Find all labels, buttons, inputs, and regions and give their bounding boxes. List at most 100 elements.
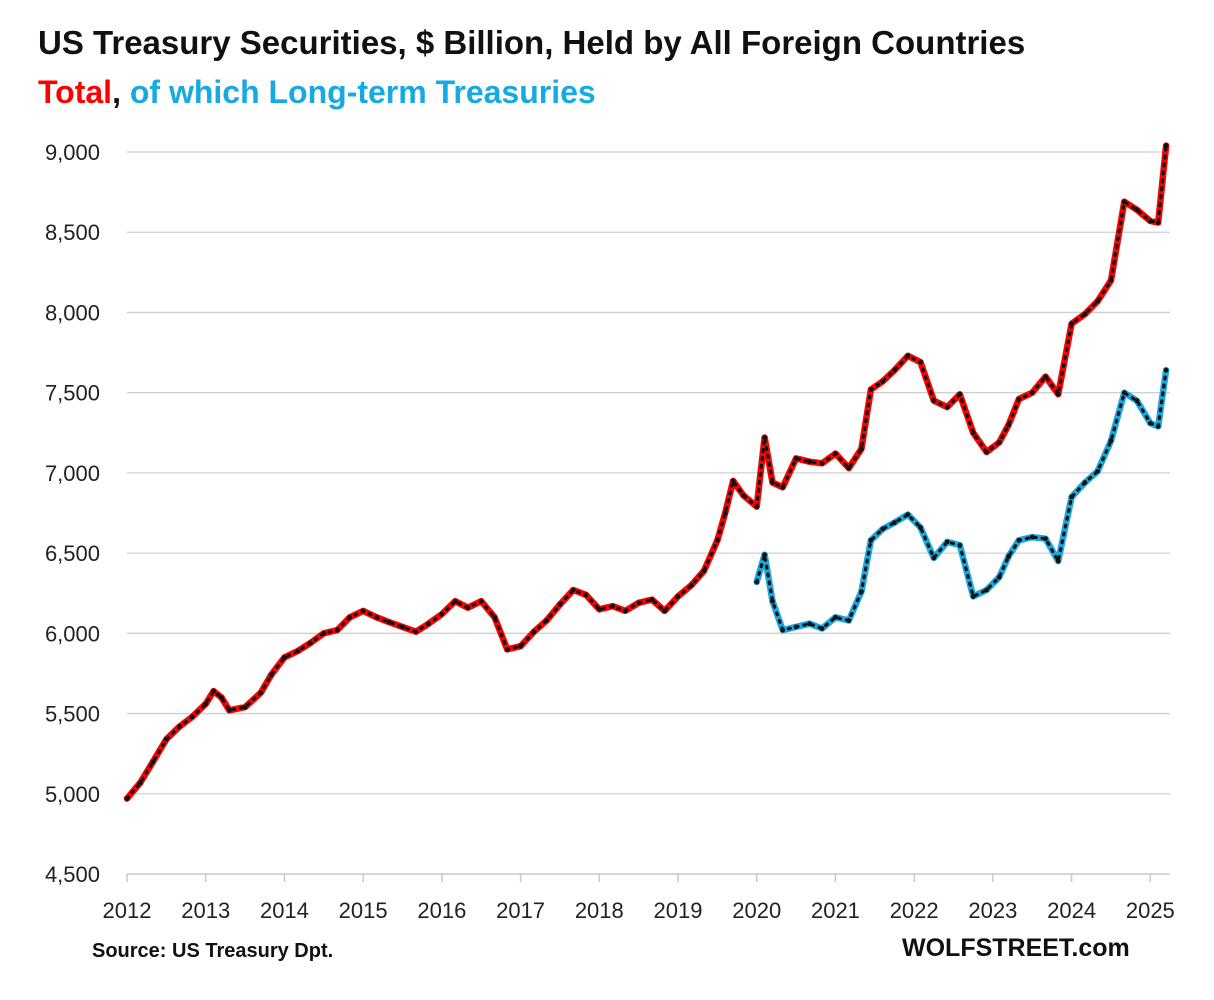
data-point-total bbox=[701, 568, 707, 574]
data-point-long-term bbox=[918, 525, 923, 530]
data-point-total bbox=[557, 602, 563, 607]
data-point-total bbox=[308, 640, 313, 646]
data-point-total bbox=[762, 435, 768, 440]
data-point-total bbox=[150, 759, 156, 765]
data-point-total bbox=[478, 598, 484, 604]
data-point-total bbox=[892, 367, 897, 373]
y-tick-label: 8,500 bbox=[45, 220, 100, 245]
data-point-long-term bbox=[793, 624, 799, 630]
data-point-long-term bbox=[868, 537, 874, 543]
subtitle-long-term: of which Long-term Treasuries bbox=[129, 74, 596, 110]
data-point-long-term bbox=[996, 574, 1002, 580]
x-tick-label: 2020 bbox=[732, 898, 781, 923]
data-point-total bbox=[596, 606, 602, 612]
y-tick-label: 7,000 bbox=[45, 461, 100, 486]
data-point-total bbox=[1121, 199, 1127, 205]
y-tick-label: 4,500 bbox=[45, 862, 100, 887]
data-point-total bbox=[583, 592, 589, 598]
data-point-total bbox=[531, 629, 537, 635]
data-point-total bbox=[386, 619, 392, 625]
data-point-total bbox=[518, 643, 523, 649]
y-tick-label: 5,500 bbox=[45, 702, 100, 727]
data-point-total bbox=[918, 359, 923, 365]
data-point-long-term bbox=[1069, 494, 1075, 500]
data-point-long-term bbox=[931, 555, 937, 561]
data-point-total bbox=[859, 446, 864, 452]
data-point-long-term bbox=[1095, 468, 1100, 474]
brand-label: WOLFSTREET.com bbox=[902, 934, 1130, 962]
data-point-total bbox=[1055, 391, 1061, 397]
data-point-total bbox=[124, 796, 130, 801]
data-point-total bbox=[426, 621, 431, 627]
data-point-total bbox=[905, 353, 911, 359]
data-point-total bbox=[1006, 422, 1012, 428]
data-point-long-term bbox=[944, 539, 950, 545]
data-point-total bbox=[219, 695, 224, 700]
data-point-long-term bbox=[1155, 423, 1161, 429]
data-point-total bbox=[622, 608, 628, 614]
x-tick-label: 2012 bbox=[103, 898, 152, 923]
subtitle-separator: , bbox=[112, 74, 130, 110]
data-point-total bbox=[780, 484, 786, 490]
data-point-long-term bbox=[1029, 534, 1035, 540]
data-point-long-term bbox=[1055, 558, 1061, 564]
x-tick-label: 2018 bbox=[575, 898, 624, 923]
data-point-long-term bbox=[1043, 536, 1049, 542]
data-point-long-term bbox=[807, 621, 812, 627]
data-point-total bbox=[610, 603, 616, 609]
data-point-long-term bbox=[762, 552, 768, 558]
data-point-total bbox=[722, 510, 728, 516]
data-point-total bbox=[1134, 207, 1140, 213]
data-point-total bbox=[1095, 298, 1100, 304]
data-point-total bbox=[770, 480, 775, 485]
data-point-total bbox=[226, 707, 232, 713]
data-point-total bbox=[1147, 218, 1153, 224]
y-tick-label: 6,500 bbox=[45, 541, 100, 566]
x-tick-label: 2013 bbox=[181, 898, 230, 923]
series-dots-long-term bbox=[755, 368, 1168, 632]
data-point-total bbox=[944, 404, 950, 410]
data-point-long-term bbox=[970, 594, 976, 599]
data-point-total bbox=[730, 478, 736, 484]
data-point-total bbox=[1155, 220, 1161, 225]
data-point-total bbox=[413, 629, 419, 635]
data-point-total bbox=[544, 618, 549, 623]
data-point-total bbox=[295, 648, 301, 654]
data-point-total bbox=[1108, 277, 1114, 283]
x-tick-label: 2019 bbox=[654, 898, 703, 923]
data-point-total bbox=[465, 605, 471, 611]
data-point-total bbox=[452, 598, 458, 604]
data-point-total bbox=[1043, 374, 1049, 380]
data-point-long-term bbox=[1121, 390, 1127, 396]
data-point-total bbox=[321, 630, 327, 636]
data-point-long-term bbox=[754, 579, 760, 585]
data-point-total bbox=[347, 614, 353, 620]
data-point-total bbox=[189, 714, 195, 720]
data-point-total bbox=[984, 449, 989, 455]
data-point-long-term bbox=[859, 589, 864, 595]
y-axis-ticks: 4,500 5,000 5,500 6,000 6,500 7,000 7,500 8,000… bbox=[45, 140, 100, 887]
data-point-long-term bbox=[1134, 398, 1140, 404]
data-point-long-term bbox=[957, 542, 963, 548]
data-point-total bbox=[1069, 321, 1075, 327]
x-tick-label: 2023 bbox=[968, 898, 1017, 923]
data-point-total bbox=[793, 456, 799, 461]
data-point-total bbox=[636, 600, 642, 606]
data-point-long-term bbox=[1147, 420, 1153, 426]
data-point-long-term bbox=[1016, 537, 1022, 543]
chart-title: US Treasury Securities, $ Billion, Held … bbox=[38, 24, 1026, 61]
series-dots-total bbox=[125, 144, 1168, 801]
data-point-total bbox=[754, 504, 760, 509]
data-point-total bbox=[675, 594, 681, 599]
data-point-long-term bbox=[905, 512, 911, 518]
data-point-total bbox=[970, 430, 976, 436]
data-point-total bbox=[931, 398, 937, 404]
data-point-total bbox=[689, 582, 694, 588]
chart-subtitle: Total, of which Long-term Treasuries bbox=[38, 74, 596, 111]
data-point-total bbox=[880, 379, 886, 384]
data-point-total bbox=[1029, 390, 1035, 396]
data-point-total bbox=[957, 391, 963, 397]
data-point-total bbox=[268, 672, 274, 678]
x-tick-label: 2024 bbox=[1047, 898, 1096, 923]
